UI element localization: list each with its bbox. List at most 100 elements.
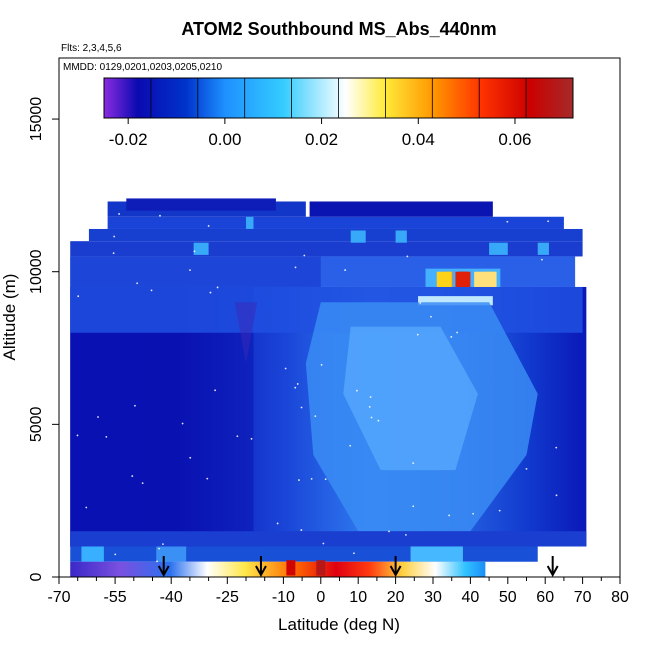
data-row <box>418 296 493 306</box>
data-marker <box>547 220 550 223</box>
y-axis: 0 5000 10000 15000 <box>28 97 59 581</box>
data-marker <box>430 315 432 318</box>
data-cell <box>537 242 549 255</box>
data-marker <box>113 235 116 238</box>
data-marker <box>136 282 139 285</box>
colorbar: -0.02 0.00 0.02 0.04 0.06 <box>103 77 574 149</box>
x-tick-label: -10 <box>272 589 295 606</box>
data-row <box>70 531 587 547</box>
data-marker <box>448 514 451 517</box>
data-marker <box>450 336 453 338</box>
data-marker <box>216 286 219 289</box>
data-region <box>70 256 321 287</box>
data-marker <box>131 475 134 477</box>
data-marker <box>77 295 80 298</box>
data-hot-spot <box>455 271 471 287</box>
data-marker <box>314 415 317 418</box>
y-tick-label: 10000 <box>28 249 45 294</box>
x-tick-label: 0 <box>316 589 325 606</box>
x-tick-label: 70 <box>574 589 592 606</box>
data-marker <box>498 509 501 512</box>
data-marker <box>349 444 352 447</box>
x-tick-label: 20 <box>387 589 405 606</box>
data-cell <box>246 216 254 229</box>
flight-arrow-head <box>546 565 559 578</box>
data-marker <box>356 389 358 392</box>
data-marker <box>181 422 184 425</box>
data-row <box>309 201 493 217</box>
x-tick-label: 10 <box>349 589 367 606</box>
data-marker <box>555 494 558 497</box>
data-marker <box>206 477 209 480</box>
data-plume <box>234 302 258 364</box>
data-marker <box>324 478 327 481</box>
data-marker <box>134 404 136 407</box>
data-marker <box>118 213 121 215</box>
data-marker <box>162 543 164 546</box>
data-marker <box>276 522 279 525</box>
data-marker <box>294 386 297 389</box>
data-cell <box>395 230 407 243</box>
data-cell <box>193 242 209 255</box>
data-marker <box>377 419 380 422</box>
data-marker <box>193 250 196 253</box>
data-marker <box>300 529 303 531</box>
data-marker <box>303 254 306 257</box>
x-tick-label: 50 <box>499 589 517 606</box>
data-marker <box>156 560 158 563</box>
data-marker <box>207 225 210 227</box>
colorbar-tick-label: -0.02 <box>109 130 148 149</box>
data-marker <box>472 512 475 515</box>
x-tick-label: 80 <box>611 589 629 606</box>
data-marker <box>416 333 419 336</box>
x-axis: -70 -55 -40 -25 -10 0 10 20 30 40 50 60 70 80 <box>47 577 629 606</box>
x-tick-label: 60 <box>536 589 554 606</box>
data-row <box>88 228 583 242</box>
data-marker <box>412 462 415 465</box>
flights-note: Flts: 2,3,4,5,6 <box>61 43 122 54</box>
x-tick-label: -40 <box>160 589 183 606</box>
data-row <box>126 198 276 211</box>
data-marker <box>412 505 415 508</box>
data-marker <box>525 467 528 470</box>
data-hot-spot <box>436 271 452 287</box>
chart-title: ATOM2 Southbound MS_Abs_440nm <box>181 19 496 39</box>
data-hot-spot <box>286 560 296 576</box>
data-marker <box>370 416 373 419</box>
data-marker <box>555 446 558 449</box>
data-cell <box>489 242 508 255</box>
data-marker <box>322 542 325 545</box>
x-tick-label: -70 <box>47 589 70 606</box>
data-marker <box>209 291 212 294</box>
data-marker <box>250 437 253 440</box>
data-marker <box>388 530 390 533</box>
data-marker <box>296 383 299 385</box>
data-cell <box>350 230 366 243</box>
data-plume <box>343 326 478 471</box>
y-axis-label: Altitude (m) <box>0 274 19 361</box>
data-marker <box>76 434 79 437</box>
data-marker <box>369 396 372 398</box>
data-hot-spot <box>316 560 326 576</box>
data-marker <box>189 456 192 459</box>
data-marker <box>114 553 117 556</box>
data-marker <box>456 331 459 334</box>
x-tick-label: 30 <box>424 589 442 606</box>
y-tick-label: 15000 <box>28 97 45 142</box>
x-tick-label: -55 <box>104 589 127 606</box>
y-tick-label: 0 <box>28 572 45 581</box>
data-marker <box>298 479 300 481</box>
flight-arrows <box>157 556 559 578</box>
data-marker <box>85 506 88 509</box>
colorbar-tick-label: 0.00 <box>208 130 241 149</box>
flight-arrow-head <box>255 565 267 578</box>
data-row <box>107 216 564 229</box>
data-marker <box>419 301 422 304</box>
data-cell <box>410 546 463 562</box>
flight-arrow-head <box>389 565 402 578</box>
data-marker <box>541 258 543 261</box>
data-marker <box>189 269 191 272</box>
data-cell <box>81 546 104 562</box>
data-marker <box>112 252 115 255</box>
data-marker <box>97 416 99 418</box>
